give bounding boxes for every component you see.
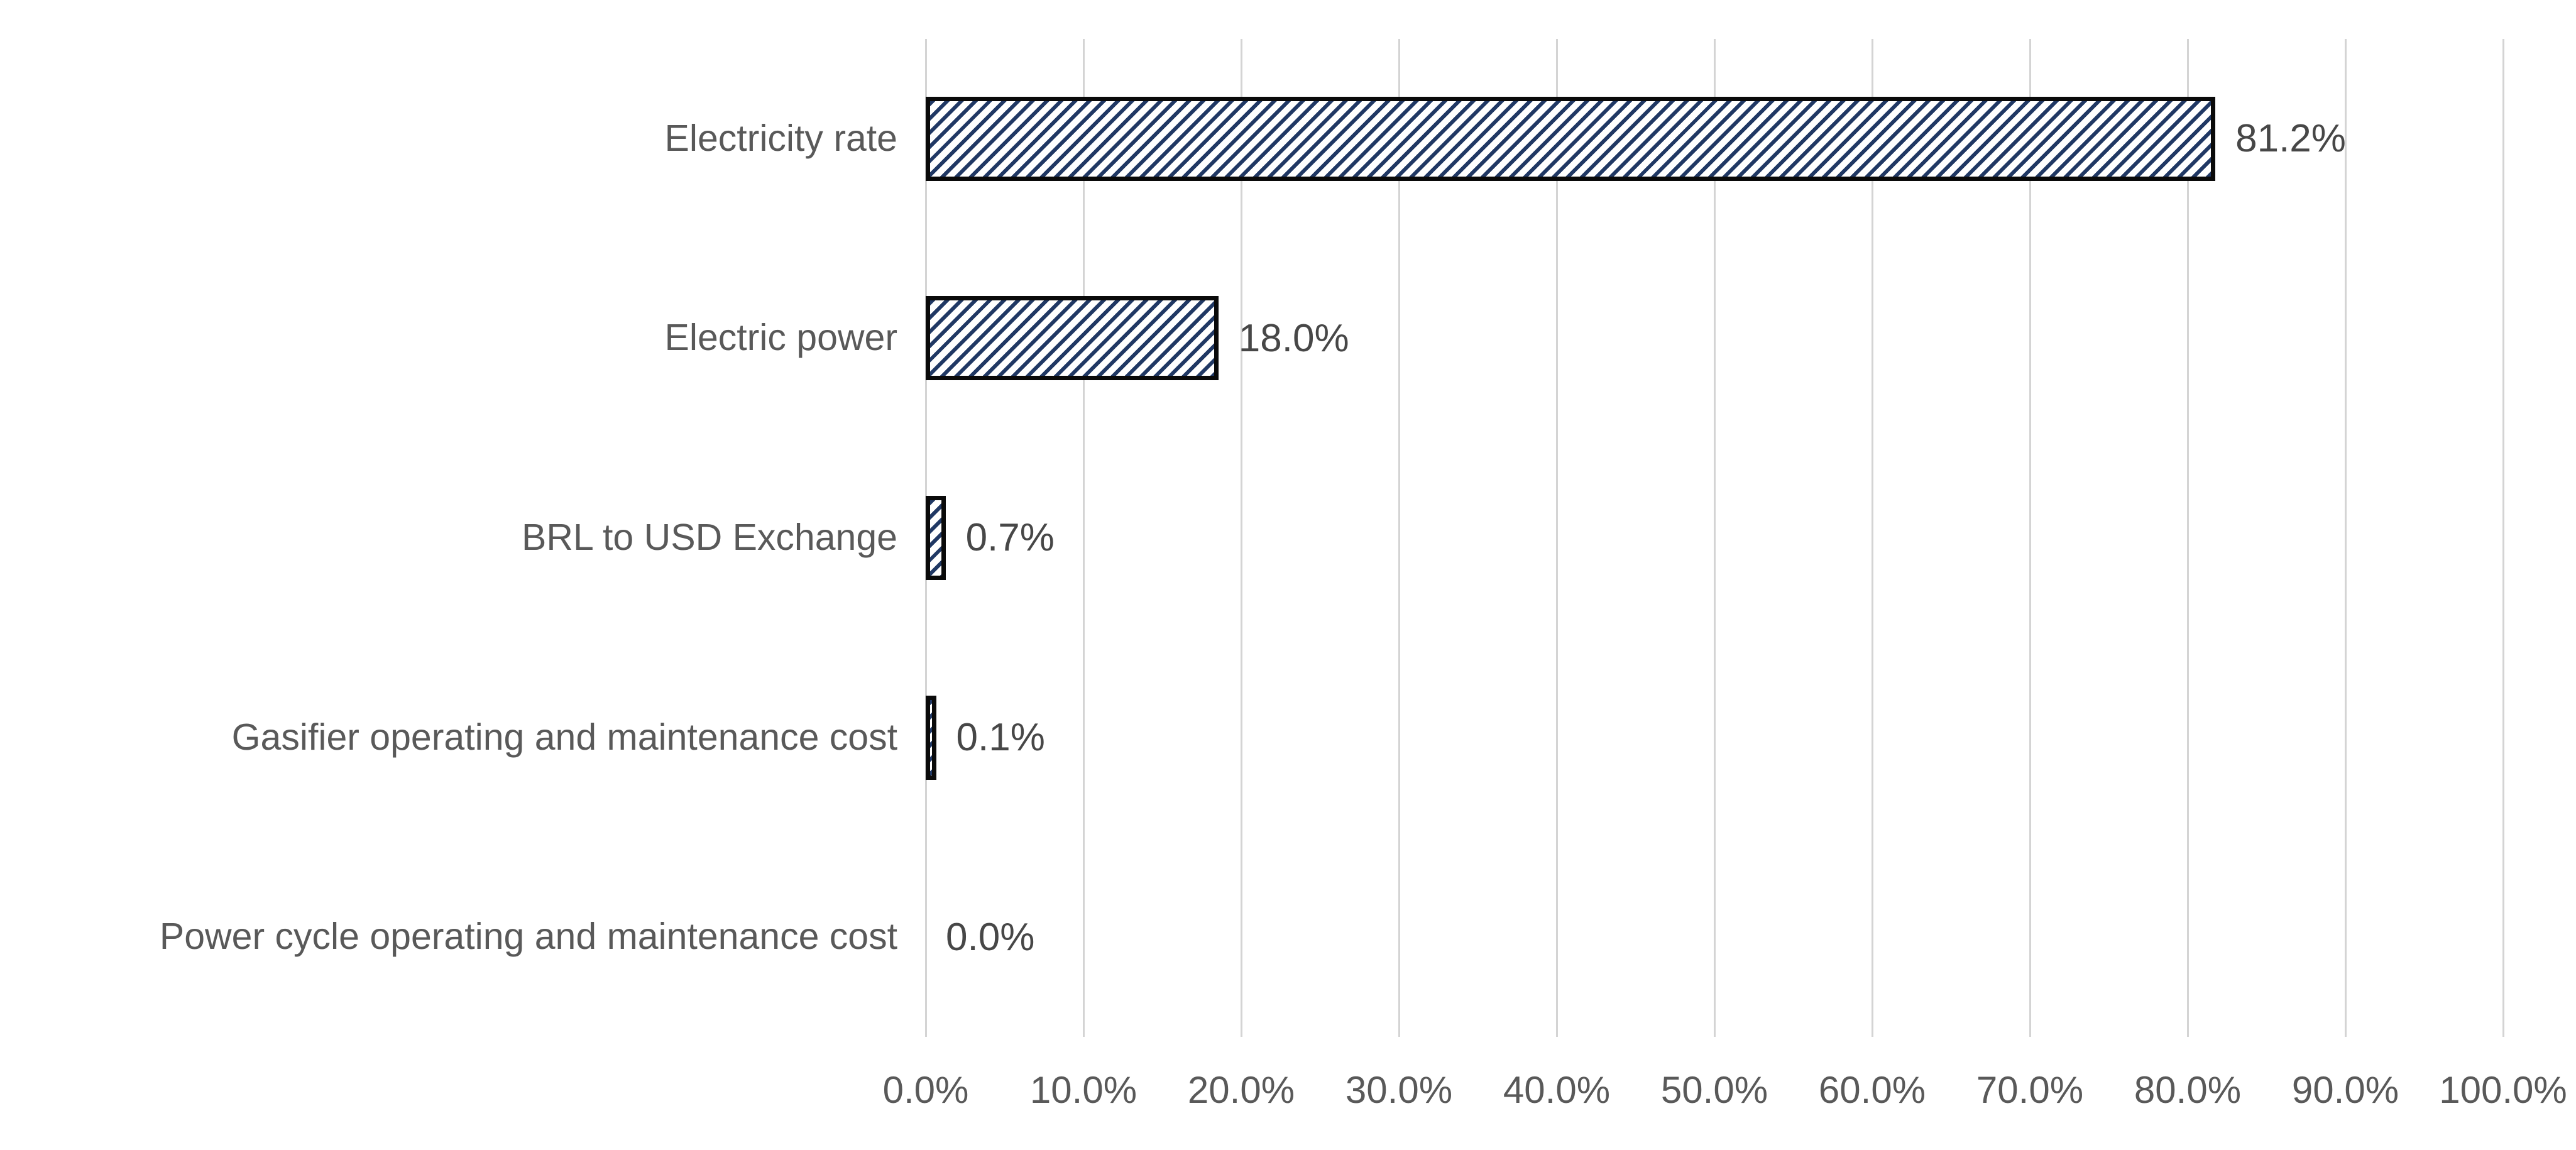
data-label: 0.7%: [965, 516, 1055, 560]
bar-segment: [926, 96, 2216, 181]
gridline: [1556, 39, 1558, 1037]
bar-segment: [926, 296, 1219, 381]
bar-segment: [926, 695, 936, 780]
data-label: 0.0%: [946, 915, 1035, 959]
gridline: [1083, 39, 1085, 1037]
x-tick-label: 30.0%: [1345, 1069, 1453, 1111]
data-label: 18.0%: [1238, 316, 1349, 360]
x-tick-label: 20.0%: [1187, 1069, 1295, 1111]
category-label: Power cycle operating and maintenance co…: [159, 916, 897, 958]
gridline: [1241, 39, 1242, 1037]
gridline: [2187, 39, 2189, 1037]
data-label: 0.1%: [956, 716, 1045, 760]
gridline: [2502, 39, 2504, 1037]
category-label: Electricity rate: [664, 117, 897, 159]
x-tick-label: 70.0%: [1976, 1069, 2084, 1111]
x-tick-label: 10.0%: [1029, 1069, 1137, 1111]
x-tick-label: 80.0%: [2134, 1069, 2242, 1111]
gridline: [1714, 39, 1716, 1037]
x-tick-label: 40.0%: [1503, 1069, 1611, 1111]
x-tick-label: 50.0%: [1660, 1069, 1768, 1111]
gridline: [2345, 39, 2347, 1037]
bar-segment: [926, 496, 946, 580]
category-label: Electric power: [664, 317, 897, 359]
gridline: [2029, 39, 2031, 1037]
data-label: 81.2%: [2235, 117, 2346, 161]
category-label: BRL to USD Exchange: [522, 517, 897, 559]
gridline: [1398, 39, 1400, 1037]
category-label: Gasifier operating and maintenance cost: [231, 716, 897, 758]
x-tick-label: 0.0%: [882, 1069, 969, 1111]
x-tick-label: 90.0%: [2291, 1069, 2399, 1111]
gridline: [1872, 39, 1873, 1037]
x-tick-label: 60.0%: [1818, 1069, 1926, 1111]
x-tick-label: 100.0%: [2439, 1069, 2567, 1111]
